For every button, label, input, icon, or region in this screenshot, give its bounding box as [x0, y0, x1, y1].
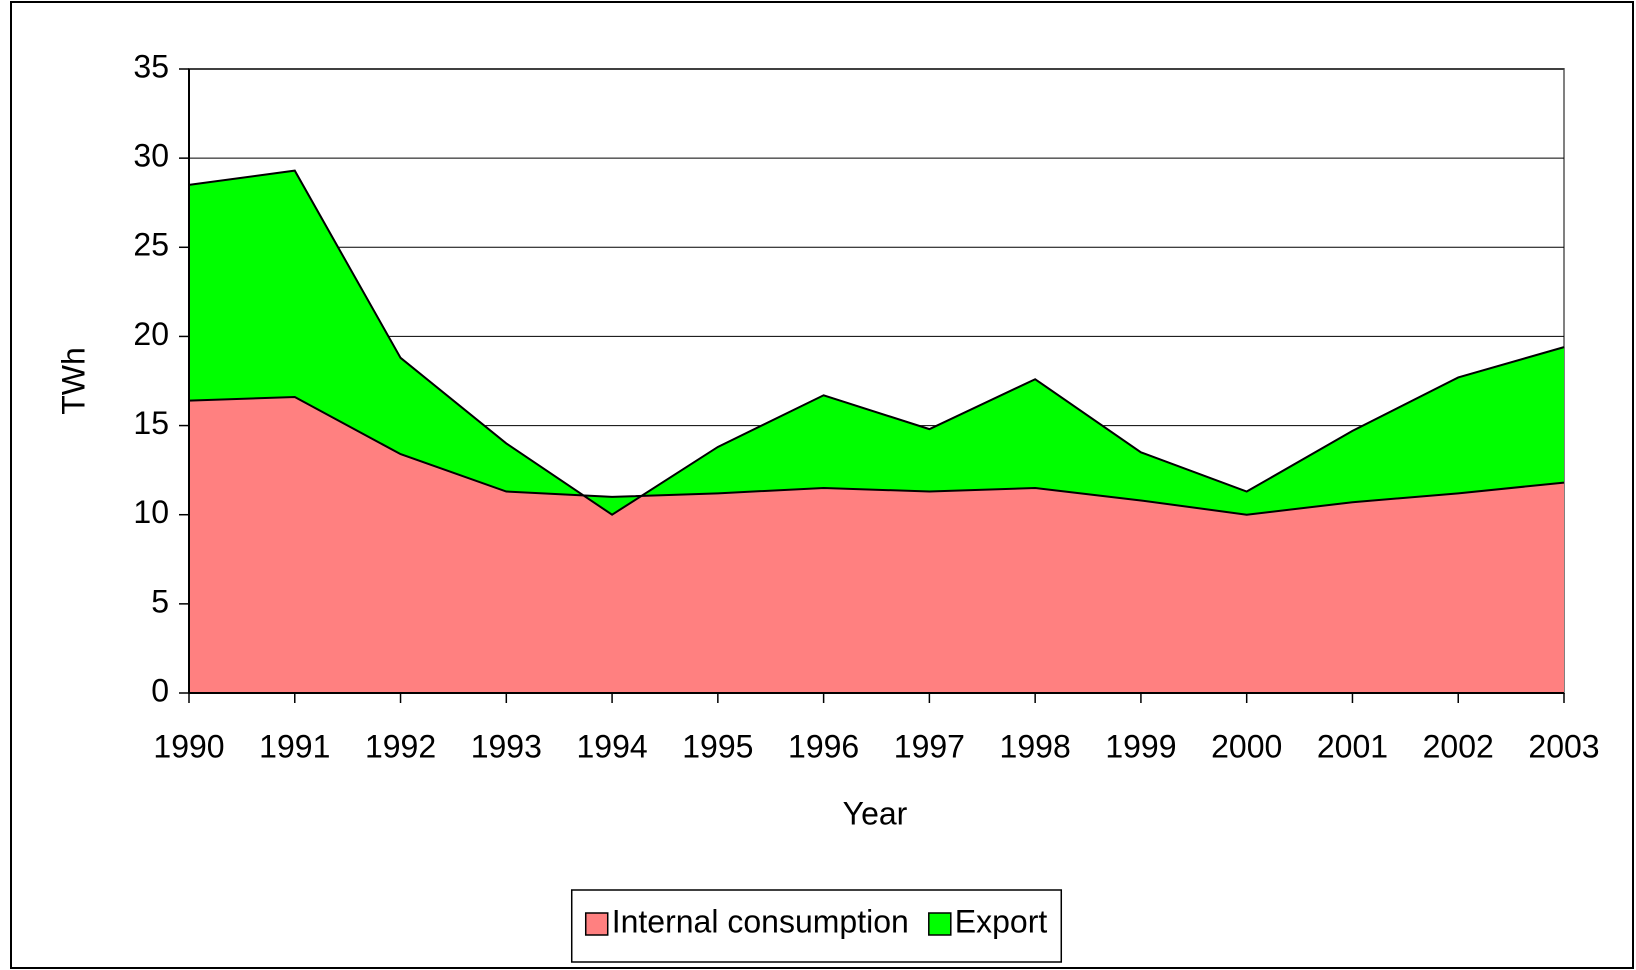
x-tick-label: 1997 [894, 728, 965, 764]
legend-label: Internal consumption [612, 903, 909, 939]
y-tick-label: 25 [133, 227, 169, 263]
x-tick-label: 1995 [682, 728, 753, 764]
x-tick-label: 1998 [1000, 728, 1071, 764]
area-edge [188, 169, 1565, 516]
x-tick-label: 1996 [788, 728, 859, 764]
y-tick-label: 10 [133, 494, 169, 530]
x-tick-label: 1994 [576, 728, 647, 764]
y-tick-label: 15 [133, 405, 169, 441]
y-tick-label: 5 [151, 583, 169, 619]
y-tick-label: 30 [133, 138, 169, 174]
x-tick-label: 2000 [1211, 728, 1282, 764]
y-tick-label: 35 [133, 48, 169, 84]
x-tick-label: 1993 [471, 728, 542, 764]
x-axis-label: Year [843, 795, 908, 831]
legend-swatch [928, 912, 952, 936]
legend-box [570, 889, 1063, 963]
y-axis-label: TWh [55, 347, 91, 415]
area-edge [188, 396, 1565, 516]
x-tick-label: 1992 [365, 728, 436, 764]
area [189, 170, 1564, 515]
x-tick-label: 2001 [1317, 728, 1388, 764]
area [189, 397, 1564, 693]
x-tick-label: 1999 [1105, 728, 1176, 764]
x-tick-label: 2002 [1423, 728, 1494, 764]
legend-label: Export [955, 903, 1048, 939]
y-tick-label: 20 [133, 316, 169, 352]
x-tick-label: 2003 [1528, 728, 1599, 764]
y-tick-label: 0 [151, 672, 169, 708]
x-tick-label: 1991 [259, 728, 330, 764]
legend: Internal consumption Export [570, 889, 1063, 963]
x-tick-label: 1990 [153, 728, 224, 764]
legend-swatch [584, 912, 609, 936]
